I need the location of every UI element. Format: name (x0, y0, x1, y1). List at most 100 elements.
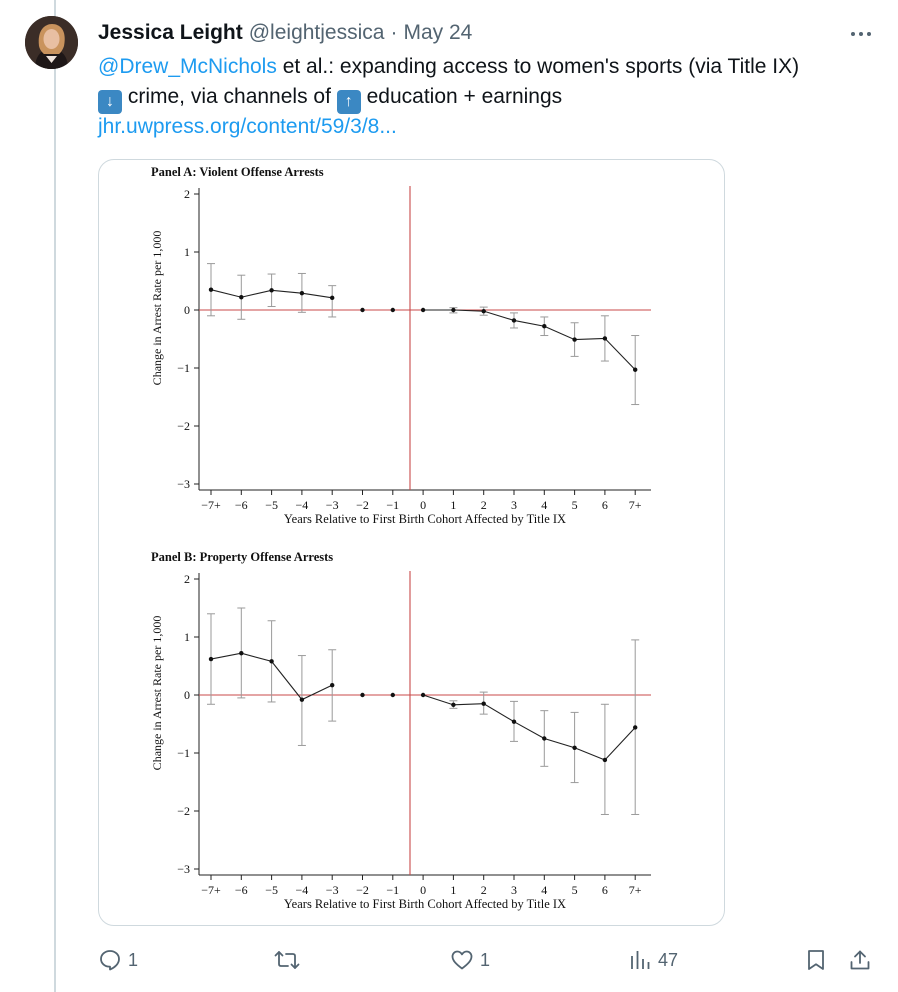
header-separator: · (390, 21, 398, 44)
tweet-text: @Drew_McNichols et al.: expanding access… (98, 52, 878, 142)
data-point (208, 287, 214, 292)
x-tick-label: −2 (356, 498, 369, 512)
y-tick-label: −3 (177, 862, 190, 876)
y-tick-label: 1 (184, 630, 190, 644)
author-handle[interactable]: @leightjessica (248, 21, 385, 44)
data-point (330, 295, 335, 301)
x-tick-label: −4 (296, 883, 309, 897)
avatar[interactable] (25, 16, 78, 69)
x-tick-label: 3 (511, 883, 517, 897)
x-tick-label: −5 (265, 883, 278, 897)
tweet-text-line-1: @Drew_McNichols et al.: expanding access… (98, 52, 878, 82)
data-point (420, 692, 426, 698)
x-tick-label: 2 (481, 883, 487, 897)
x-tick-label: −6 (235, 883, 248, 897)
views-icon (631, 951, 650, 969)
share-button[interactable] (848, 946, 872, 974)
x-tick-label: 4 (541, 883, 547, 897)
data-point (572, 745, 577, 750)
x-tick-label: −7+ (201, 883, 221, 897)
like-count: 1 (480, 949, 491, 970)
url-link[interactable]: jhr.uwpress.org/content/59/3/8... (98, 115, 397, 138)
data-point (239, 651, 244, 656)
tweet-date[interactable]: May 24 (403, 21, 473, 44)
reply-icon (100, 950, 120, 971)
y-tick-label: −1 (177, 746, 190, 760)
data-point (542, 736, 547, 741)
data-point (481, 308, 486, 314)
data-point (299, 697, 305, 702)
tweet-text-fragment: education + earnings (360, 85, 563, 108)
x-tick-label: −1 (386, 498, 399, 512)
y-tick-label: 0 (184, 303, 190, 317)
data-point (451, 307, 456, 313)
y-tick-label: −2 (177, 419, 190, 433)
up-arrow-emoji-icon: ↑ (336, 90, 361, 114)
data-point (633, 367, 638, 372)
share-icon (850, 950, 870, 970)
x-tick-label: −6 (235, 498, 248, 512)
x-tick-label: −3 (326, 498, 339, 512)
x-tick-label: −3 (326, 883, 339, 897)
data-point (390, 692, 395, 698)
x-tick-label: 2 (481, 498, 487, 512)
x-tick-label: 4 (541, 498, 547, 512)
data-point (239, 295, 244, 300)
x-axis-label: Years Relative to First Birth Cohort Aff… (284, 897, 566, 911)
data-point (420, 307, 426, 313)
data-point (633, 725, 638, 730)
data-point (269, 288, 274, 293)
x-tick-label: 5 (572, 883, 578, 897)
bookmark-button[interactable] (804, 946, 828, 974)
data-point (299, 290, 305, 296)
x-tick-label: 1 (450, 498, 456, 512)
data-point (330, 682, 335, 688)
y-tick-label: −2 (177, 804, 190, 818)
data-point (390, 307, 395, 313)
data-point (360, 692, 365, 698)
reply-button[interactable]: 1 (98, 946, 138, 974)
like-button[interactable]: 1 (450, 946, 490, 974)
y-tick-label: 2 (184, 187, 190, 201)
y-tick-label: −1 (177, 361, 190, 375)
down-arrow-emoji-icon: ↓ (98, 90, 122, 114)
author-name[interactable]: Jessica Leight (98, 21, 243, 44)
views-button[interactable]: 47 (628, 946, 678, 974)
y-tick-label: 1 (184, 245, 190, 259)
tweet-text-fragment: crime, via channels of (122, 85, 337, 108)
tweet-text-line-3: jhr.uwpress.org/content/59/3/8... (98, 112, 878, 142)
y-tick-label: −3 (177, 477, 190, 491)
x-tick-label: −1 (386, 883, 399, 897)
retweet-button[interactable] (274, 946, 306, 974)
mention-link[interactable]: @Drew_McNichols (98, 55, 277, 78)
x-tick-label: 0 (420, 498, 426, 512)
x-tick-label: 6 (602, 883, 608, 897)
x-tick-label: −7+ (201, 498, 221, 512)
data-point (602, 336, 608, 341)
y-axis-label: Change in Arrest Rate per 1,000 (150, 231, 164, 386)
x-tick-label: −4 (296, 498, 309, 512)
series-line (422, 694, 636, 761)
x-tick-label: 6 (602, 498, 608, 512)
y-axis-label: Change in Arrest Rate per 1,000 (150, 616, 164, 771)
data-point (269, 659, 274, 664)
tweet-header: Jessica Leight @leightjessica · May 24 (98, 18, 472, 48)
x-tick-label: −5 (265, 498, 278, 512)
series-line (423, 309, 636, 371)
x-tick-label: 7+ (629, 498, 642, 512)
data-point (451, 702, 456, 708)
heart-icon (451, 950, 473, 970)
media-image[interactable]: Panel A: Violent Offense Arrests 2 1 0 −1 −2 −… (98, 159, 725, 926)
chart-title: Panel B: Property Offense Arrests (151, 550, 333, 564)
retweet-icon (274, 951, 300, 969)
y-tick-label: 0 (184, 688, 190, 702)
more-options-icon[interactable] (846, 22, 876, 46)
x-tick-label: 5 (572, 498, 578, 512)
chart-figure: Panel A: Violent Offense Arrests 2 1 0 −1 −2 −… (150, 165, 651, 911)
views-count: 47 (658, 949, 679, 970)
thread-line (54, 0, 56, 992)
chart-title: Panel A: Violent Offense Arrests (151, 165, 324, 179)
data-point (511, 318, 517, 323)
tweet-text-fragment: et al.: expanding access to women's spor… (276, 55, 800, 78)
data-point (360, 307, 365, 313)
